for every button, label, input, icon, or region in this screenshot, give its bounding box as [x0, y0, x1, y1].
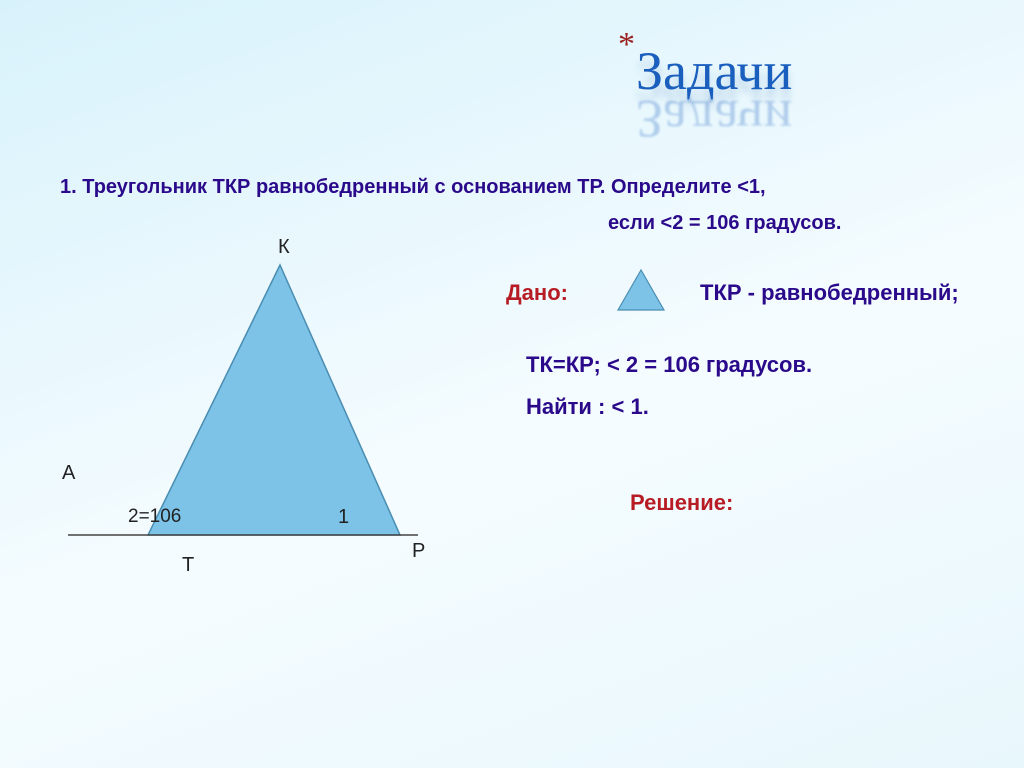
- solution-label: Решение:: [630, 490, 733, 516]
- small-triangle-shape: [618, 270, 664, 310]
- triangle-shape: [148, 265, 400, 535]
- find-label: Найти : < 1.: [526, 394, 649, 420]
- given-equalities: ТК=КР; < 2 = 106 градусов.: [526, 352, 812, 378]
- title-star: *: [618, 26, 635, 64]
- small-triangle-icon: [0, 0, 1024, 768]
- point-a-label: А: [62, 462, 75, 485]
- diagram-triangle: [0, 0, 1024, 768]
- angle-1-label: 1: [338, 506, 349, 529]
- vertex-t-label: Т: [182, 554, 194, 577]
- vertex-p-label: Р: [412, 540, 425, 563]
- problem-text-line-1: 1. Треугольник ТКР равнобедренный с осно…: [60, 176, 766, 199]
- vertex-k-label: К: [278, 236, 290, 259]
- page-title-reflection: Задачи: [636, 88, 792, 150]
- problem-text-line-2: если <2 = 106 градусов.: [608, 212, 842, 235]
- given-label: Дано:: [506, 280, 568, 306]
- angle-2-label: 2=106: [128, 506, 181, 528]
- given-triangle-description: ТКР - равнобедренный;: [700, 280, 959, 306]
